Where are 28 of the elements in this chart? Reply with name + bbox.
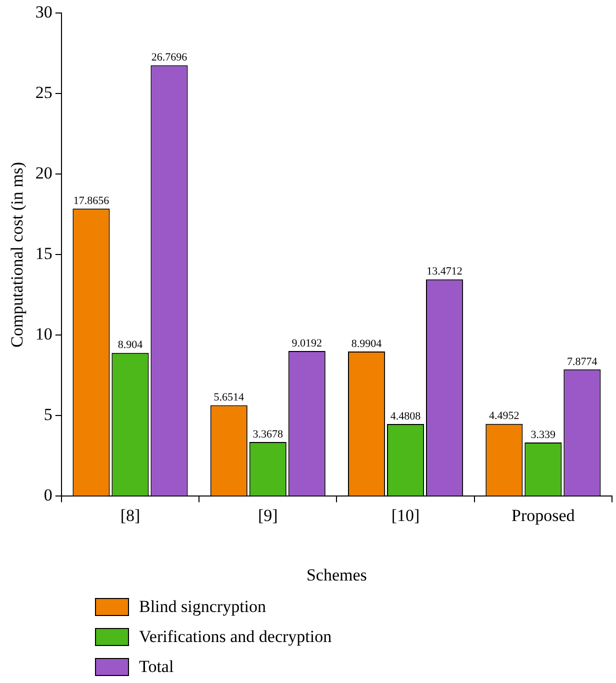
legend-label: Blind signcryption bbox=[139, 597, 266, 617]
y-tick-label: 25 bbox=[35, 83, 52, 102]
y-tick-label: 30 bbox=[35, 2, 52, 22]
data-label: 4.4808 bbox=[390, 410, 422, 422]
data-label: 8.904 bbox=[118, 339, 144, 352]
data-label: 4.4952 bbox=[489, 410, 520, 422]
data-label: 13.4712 bbox=[426, 266, 462, 278]
y-tick-label: 0 bbox=[44, 486, 52, 505]
data-label: 26.7696 bbox=[151, 52, 188, 64]
x-tick-label: [9] bbox=[258, 506, 278, 525]
y-tick-label: 15 bbox=[35, 244, 52, 264]
data-label: 9.0192 bbox=[292, 337, 322, 350]
y-tick-label: 10 bbox=[35, 324, 52, 344]
x-tick-label: [10] bbox=[391, 506, 420, 525]
x-tick-label: Proposed bbox=[512, 506, 576, 525]
data-label: 7.8774 bbox=[567, 356, 598, 368]
legend-label: Verifications and decryption bbox=[139, 627, 332, 647]
data-label: 3.339 bbox=[530, 428, 556, 441]
data-label: 8.9904 bbox=[351, 338, 382, 350]
y-tick-label: 5 bbox=[44, 405, 52, 424]
data-label: 5.6514 bbox=[214, 392, 244, 404]
x-tick-label: [8] bbox=[120, 506, 140, 525]
y-axis-title: Computational cost (in ms) bbox=[8, 162, 27, 348]
y-tick-label: 20 bbox=[35, 164, 52, 183]
data-label: 3.3678 bbox=[252, 428, 284, 440]
x-axis-title: Schemes bbox=[306, 565, 367, 584]
data-label: 17.8656 bbox=[73, 194, 110, 207]
legend-label: Total bbox=[139, 657, 174, 677]
